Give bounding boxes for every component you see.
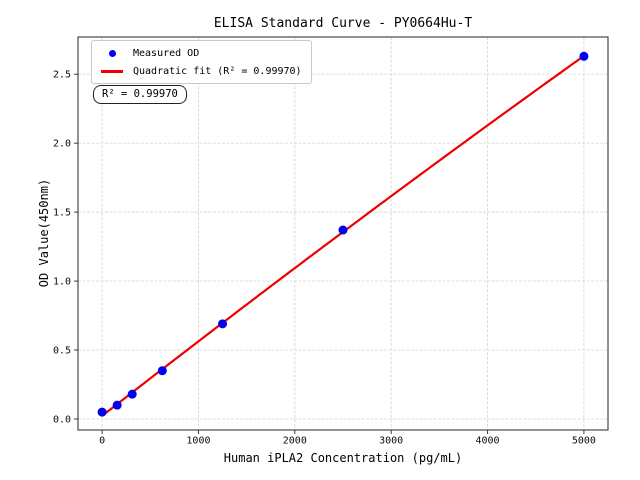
data-point <box>127 389 137 399</box>
x-axis-label: Human iPLA2 Concentration (pg/mL) <box>223 451 463 465</box>
blue-dot-marker-icon <box>108 49 116 57</box>
data-point <box>97 407 107 417</box>
x-tick-label: 1000 <box>186 436 210 447</box>
r-squared-annotation: R² = 0.99970 <box>93 85 187 104</box>
y-tick-label: 1.5 <box>53 208 71 219</box>
red-line-icon <box>101 69 123 73</box>
legend-label-fit: Quadratic fit (R² = 0.99970) <box>133 65 302 77</box>
data-point <box>579 51 589 61</box>
legend: Measured OD Quadratic fit (R² = 0.99970) <box>91 40 312 84</box>
y-tick-label: 2.5 <box>53 70 71 81</box>
chart-title: ELISA Standard Curve - PY0664Hu-T <box>213 16 473 31</box>
legend-entry-measured: Measured OD <box>99 46 302 60</box>
y-tick-label: 2.0 <box>53 139 71 150</box>
data-point <box>218 319 228 329</box>
legend-label-measured: Measured OD <box>133 47 200 59</box>
legend-entry-fit: Quadratic fit (R² = 0.99970) <box>99 64 302 78</box>
data-point <box>157 366 167 376</box>
x-tick-label: 0 <box>99 436 105 447</box>
y-tick-label: 0.5 <box>53 346 71 357</box>
series-layer <box>97 51 589 417</box>
x-tick-label: 2000 <box>283 436 307 447</box>
x-tick-label: 3000 <box>379 436 403 447</box>
x-tick-label: 4000 <box>475 436 499 447</box>
grid-layer <box>78 37 608 430</box>
data-point <box>112 400 122 410</box>
y-axis-label: OD Value(450nm) <box>37 178 51 288</box>
tick-layer: 0 1000 2000 3000 4000 5000 0.0 0.5 1.0 1.5 2.0 2.5 <box>53 70 596 447</box>
y-tick-label: 1.0 <box>53 277 71 288</box>
y-tick-label: 0.0 <box>53 414 71 425</box>
data-point <box>338 225 348 235</box>
x-tick-label: 5000 <box>572 436 596 447</box>
axes-frame-layer <box>77 36 609 431</box>
quadratic-fit-line <box>101 55 585 417</box>
plot-frame <box>77 36 609 431</box>
